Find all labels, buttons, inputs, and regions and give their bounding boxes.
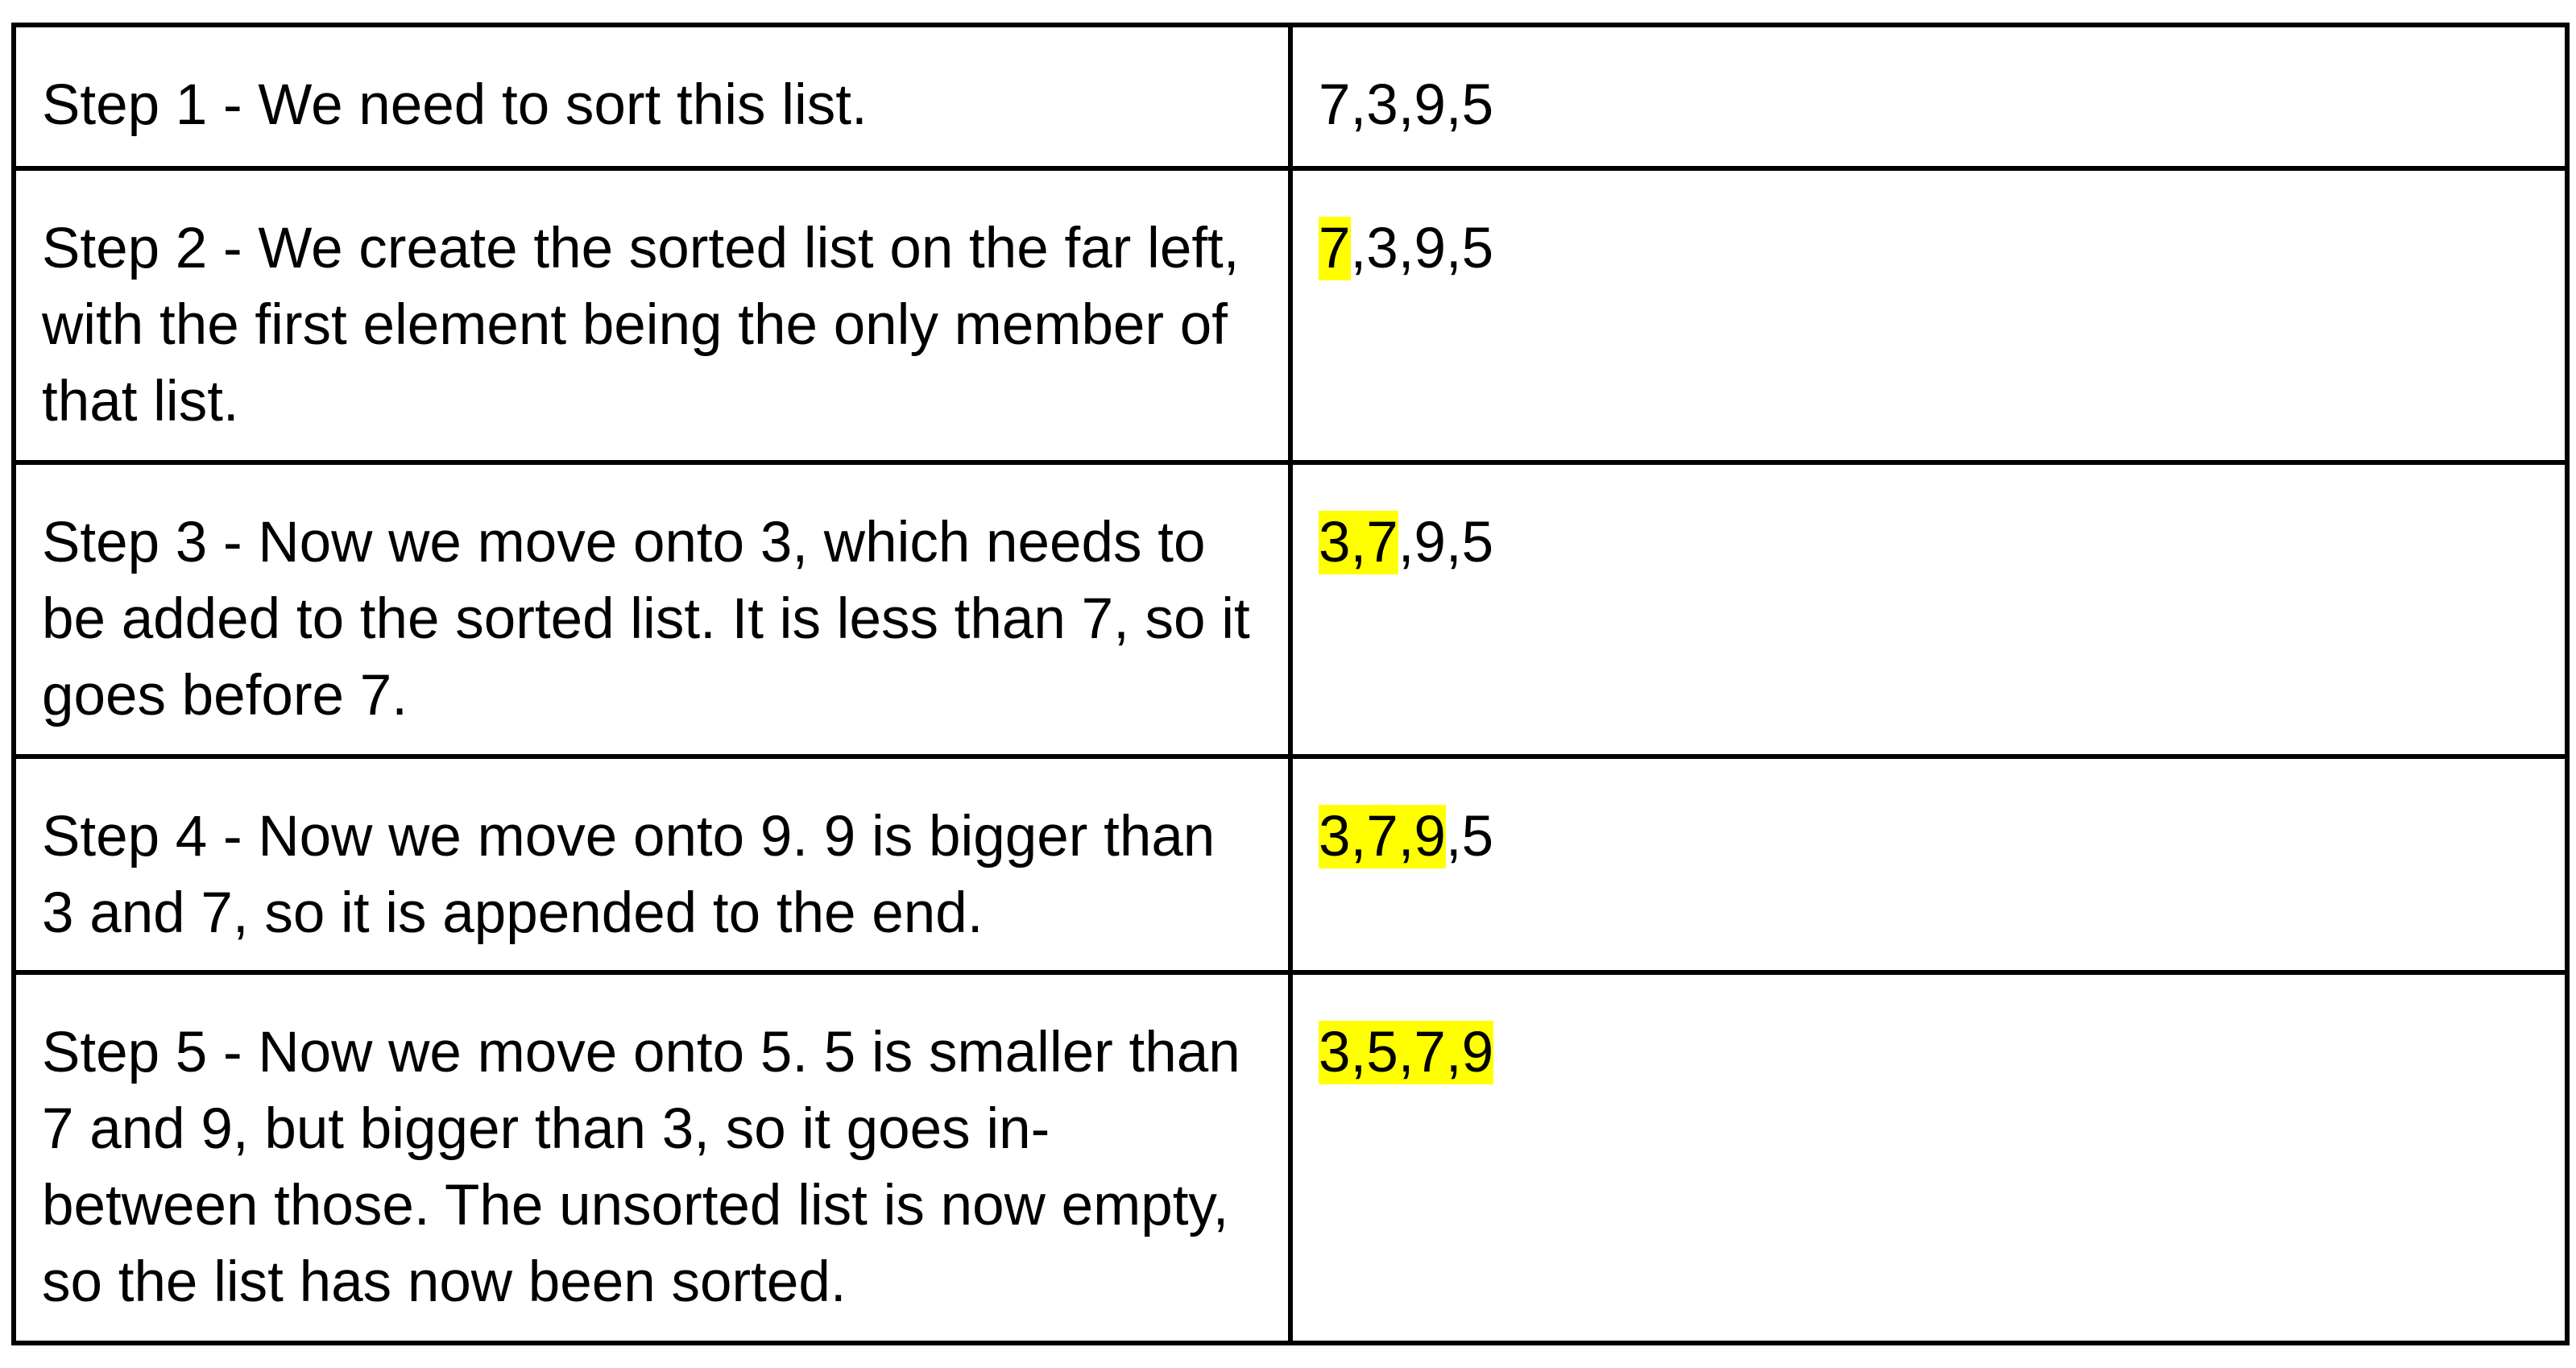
step-description: Step 3 - Now we move onto 3, which needs… xyxy=(11,460,1293,759)
list-state: 3,5,7,9 xyxy=(1288,970,2570,1345)
list-state: 3,7,9,5 xyxy=(1288,460,2570,759)
list-state: 7,3,9,5 xyxy=(1288,166,2570,465)
unsorted-portion: ,3,9,5 xyxy=(1350,217,1494,280)
unsorted-portion: ,9,5 xyxy=(1398,511,1494,574)
unsorted-portion: 7,3,9,5 xyxy=(1319,73,1494,137)
table-row: Step 1 - We need to sort this list. 7,3,… xyxy=(11,23,2570,171)
step-description: Step 2 - We create the sorted list on th… xyxy=(11,166,1293,465)
table-row: Step 5 - Now we move onto 5. 5 is smalle… xyxy=(11,970,2570,1345)
step-description: Step 5 - Now we move onto 5. 5 is smalle… xyxy=(11,970,1293,1345)
sorted-portion-highlight: 3,7 xyxy=(1319,511,1398,574)
insertion-sort-steps-table: Step 1 - We need to sort this list. 7,3,… xyxy=(11,23,2570,1345)
step-description: Step 4 - Now we move onto 9. 9 is bigger… xyxy=(11,754,1293,975)
table-row: Step 3 - Now we move onto 3, which needs… xyxy=(11,460,2570,759)
sorted-portion-highlight: 3,5,7,9 xyxy=(1319,1021,1494,1084)
list-state: 7,3,9,5 xyxy=(1288,23,2570,171)
table-row: Step 2 - We create the sorted list on th… xyxy=(11,166,2570,465)
sorted-portion-highlight: 3,7,9 xyxy=(1319,805,1446,868)
sorted-portion-highlight: 7 xyxy=(1319,217,1351,280)
step-description: Step 1 - We need to sort this list. xyxy=(11,23,1293,171)
table-row: Step 4 - Now we move onto 9. 9 is bigger… xyxy=(11,754,2570,975)
unsorted-portion: ,5 xyxy=(1445,805,1494,868)
list-state: 3,7,9,5 xyxy=(1288,754,2570,975)
